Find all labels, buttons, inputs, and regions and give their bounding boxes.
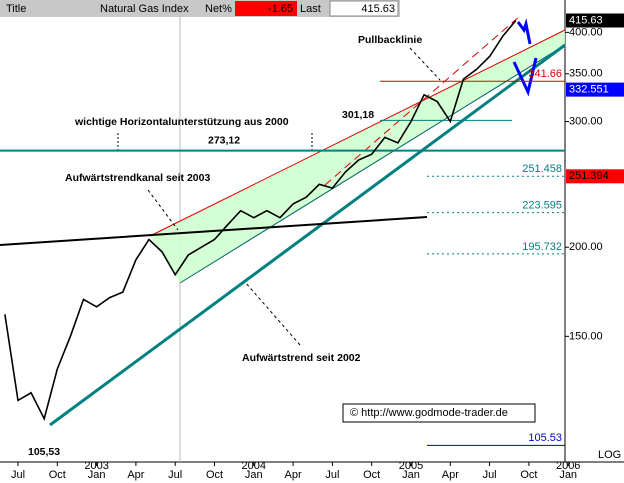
net-value: -1.65: [268, 3, 293, 15]
x-tick-label: Apr: [442, 469, 459, 481]
pointer: [244, 281, 301, 346]
hand-mark: [512, 57, 538, 97]
scale-label: LOG: [598, 449, 621, 461]
net-box: [235, 1, 297, 16]
pointer: [147, 189, 179, 231]
last-box: [329, 0, 399, 17]
x-tick-label: Jul: [483, 469, 497, 481]
low-label: 105,53: [28, 446, 60, 458]
support-label: 273,12: [208, 134, 240, 146]
header-bar: [0, 0, 400, 17]
level-label: 105.53: [528, 432, 562, 444]
y-tick-label: 350.00: [569, 68, 603, 80]
x-tick-label: Oct: [520, 469, 537, 481]
level-label: 223.595: [522, 200, 562, 212]
x-tick-label: Oct: [363, 469, 380, 481]
index-name: Natural Gas Index: [100, 3, 189, 15]
x-tick-label: Jan: [559, 469, 577, 481]
resistance-line: [0, 216, 428, 246]
channel-lower: [179, 44, 566, 284]
x-tick-label: Jul: [11, 469, 25, 481]
price-box: [566, 13, 624, 28]
year-label: 2004: [242, 460, 266, 472]
x-tick-label: Jul: [325, 469, 339, 481]
level-label: 341.66: [528, 68, 562, 80]
annotation: wichtige Horizontalunterstützung aus 200…: [74, 116, 289, 128]
price-box: [566, 169, 624, 184]
support-label: 301,18: [342, 109, 374, 121]
title-label: Title: [6, 3, 26, 15]
net-label: Net%: [205, 3, 232, 15]
series-line: [4, 19, 517, 421]
last-value: 415.63: [361, 3, 395, 15]
y-tick-label: 200.00: [569, 241, 603, 253]
hand-mark: [516, 18, 532, 45]
x-tick-label: Jan: [245, 469, 263, 481]
x-tick-label: Apr: [285, 469, 302, 481]
x-tick-label: Jul: [168, 469, 182, 481]
price-box-label: 415.63: [569, 14, 603, 26]
annotation: Aufwärtstrendkanal seit 2003: [65, 172, 210, 184]
pointer: [409, 47, 441, 81]
annotation: Aufwärtstrend seit 2002: [242, 352, 361, 364]
y-tick-label: 150.00: [569, 330, 603, 342]
y-tick-label: 400.00: [569, 26, 603, 38]
x-tick-label: Jan: [402, 469, 420, 481]
channel-upper: [149, 29, 566, 237]
x-tick-label: Oct: [49, 469, 66, 481]
x-tick-label: Oct: [206, 469, 223, 481]
pullback-line: [324, 15, 521, 186]
x-tick-label: Apr: [127, 469, 144, 481]
annotation: © http://www.godmode-trader.de: [350, 407, 508, 419]
last-label: Last: [300, 3, 321, 15]
price-box: [566, 82, 624, 97]
y-tick-label: 300.00: [569, 115, 603, 127]
year-label: 2005: [399, 460, 423, 472]
year-label: 2006: [556, 460, 580, 472]
year-label: 2003: [84, 460, 108, 472]
level-label: 251.458: [522, 163, 562, 175]
copyright-box: [342, 403, 536, 423]
price-box-label: 251.394: [569, 170, 609, 182]
price-box-label: 332.551: [569, 84, 609, 96]
x-tick-label: Jan: [88, 469, 106, 481]
level-label: 195.732: [522, 241, 562, 253]
annotation: Pullbacklinie: [358, 34, 422, 46]
uptrend-2002: [49, 43, 566, 427]
